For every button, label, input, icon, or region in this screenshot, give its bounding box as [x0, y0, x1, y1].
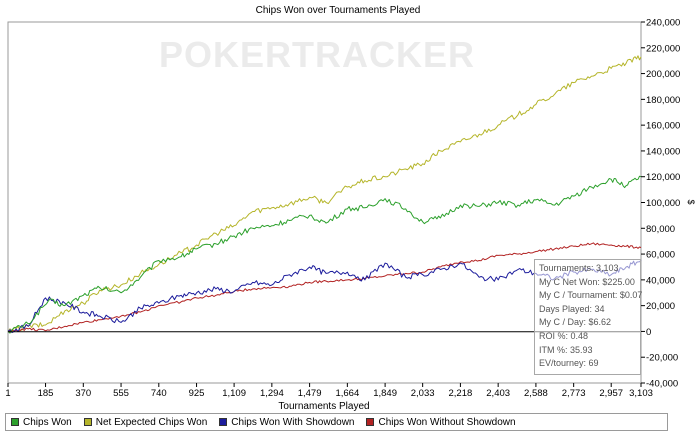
x-tick-label: 740 [151, 388, 167, 399]
chart-title: Chips Won over Tournaments Played [256, 5, 421, 16]
series-layer [7, 55, 642, 334]
y-tick-label: 80,000 [646, 224, 675, 235]
y-tick-label: 180,000 [646, 95, 680, 106]
legend-swatch-net-expected [83, 418, 92, 426]
watermark-logo: POKERTRACKER [159, 34, 475, 75]
series-line-chips-won [7, 175, 642, 334]
x-tick-label: 2,957 [599, 388, 623, 399]
stat-per-tournament: My C / Tournament: $0.07 [539, 290, 643, 301]
x-tick-label: 925 [189, 388, 205, 399]
legend-swatch-with-showdown [219, 418, 228, 426]
stat-ev: EV/tourney: 69 [539, 358, 599, 369]
x-tick-label: 1,849 [373, 388, 397, 399]
legend-label: Chips Won Without Showdown [378, 416, 516, 428]
stat-net-won: My C Net Won: $225.00 [539, 276, 635, 287]
stat-per-day: My C / Day: $6.62 [539, 317, 612, 328]
y-tick-label: 40,000 [646, 275, 675, 286]
legend-item-with-showdown[interactable]: Chips Won With Showdown [219, 417, 354, 428]
legend-label: Net Expected Chips Won [95, 416, 208, 428]
legend-item-without-showdown[interactable]: Chips Won Without Showdown [366, 416, 516, 428]
x-tick-label: 2,218 [449, 388, 473, 399]
stat-tournaments: Tournaments: 3,103 [539, 263, 619, 273]
legend-label: Chips Won [23, 416, 72, 428]
stats-tooltip: Tournaments: 3,103 My C Net Won: $225.00… [534, 259, 643, 375]
stat-roi: ROI %: 0.48 [539, 330, 589, 341]
x-tick-label: 2,588 [524, 388, 548, 399]
legend-item-net-expected[interactable]: Net Expected Chips Won [83, 416, 208, 428]
legend-label: Chips Won With Showdown [231, 416, 355, 428]
legend: Chips Won Net Expected Chips Won Chips W… [5, 413, 668, 431]
x-tick-label: 1,479 [298, 388, 322, 399]
x-tick-label: 1,664 [335, 388, 359, 399]
y-tick-label: 160,000 [646, 121, 680, 132]
x-axis-label: Tournaments Played [278, 401, 369, 412]
y-tick-label: 220,000 [646, 43, 680, 54]
y-tick-label: 60,000 [646, 250, 675, 261]
y-tick-label: -40,000 [646, 379, 678, 390]
y-axis-label: $ [686, 199, 696, 204]
y-tick-label: 20,000 [646, 301, 675, 312]
x-tick-label: 2,033 [411, 388, 435, 399]
legend-swatch-without-showdown [366, 418, 375, 426]
x-tick-label: 1,294 [260, 388, 284, 399]
legend-swatch-chips-won [11, 418, 19, 426]
y-tick-label: 200,000 [646, 69, 680, 80]
x-tick-label: 1 [5, 388, 10, 399]
x-tick-label: 3,103 [629, 388, 653, 399]
y-tick-label: -20,000 [646, 353, 678, 364]
x-tick-label: 2,403 [486, 388, 510, 399]
x-tick-label: 185 [38, 388, 54, 399]
y-tick-label: 140,000 [646, 146, 680, 157]
stat-itm: ITM %: 35.93 [539, 344, 593, 355]
stat-days-played: Days Played: 34 [539, 303, 605, 314]
x-tick-label: 555 [113, 388, 129, 399]
y-tick-label: 0 [646, 327, 651, 338]
x-tick-label: 370 [75, 388, 91, 399]
x-axis: 1 185 370 555 740 925 1,109 1,294 1,479 1,664 1,84… [5, 383, 653, 399]
x-tick-label: 2,773 [562, 388, 586, 399]
series-line-chips-won-without-showdown [7, 242, 642, 332]
x-tick-label: 1,109 [222, 388, 246, 399]
y-tick-label: 240,000 [646, 18, 680, 29]
y-axis: -40,000 -20,000 0 20,000 40,000 60,000 80,000 1… [641, 18, 680, 390]
legend-item-chips-won[interactable]: Chips Won [11, 417, 72, 428]
y-tick-label: 100,000 [646, 198, 680, 209]
y-tick-label: 120,000 [646, 172, 680, 183]
series-line-net-expected-chips-won [7, 55, 642, 332]
